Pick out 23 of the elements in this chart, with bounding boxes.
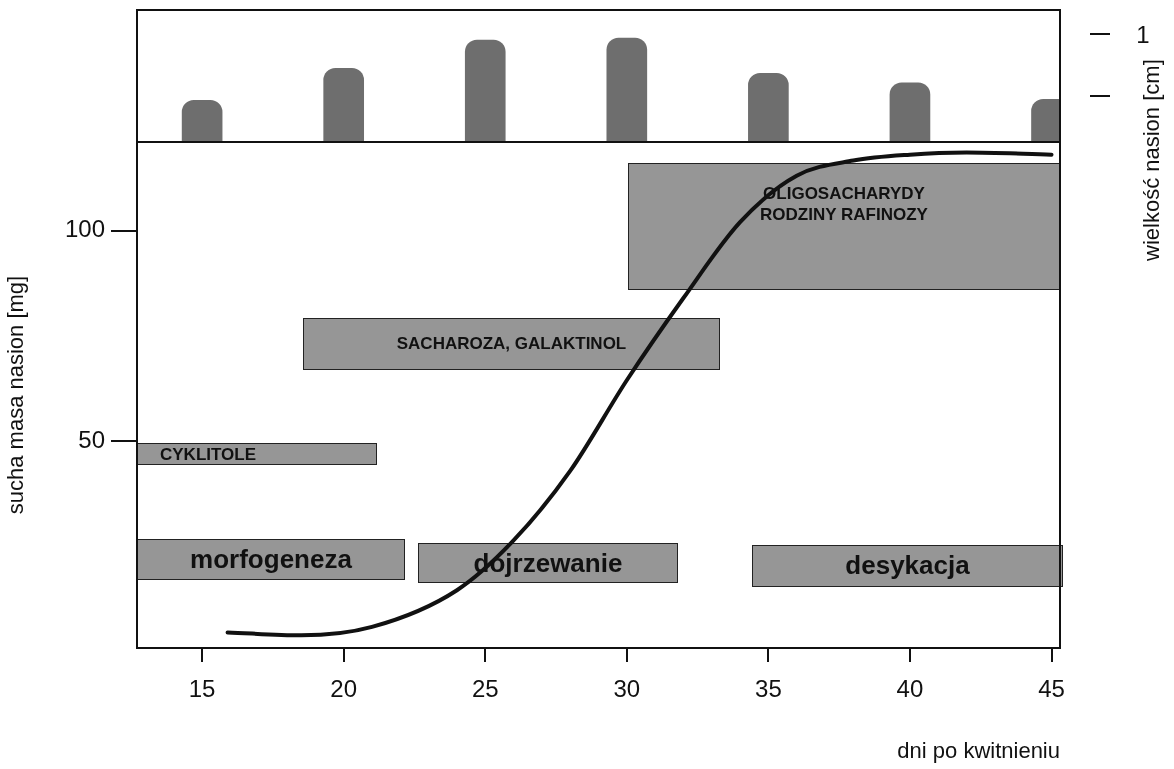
y-tick-label: 50 [78, 426, 105, 454]
x-axis-title: dni po kwitnieniu [897, 737, 1060, 763]
y-tick-label: 100 [64, 215, 105, 243]
annotation: CYKLITOLE [160, 444, 258, 466]
x-tick-label: 20 [330, 675, 358, 703]
annotation: SACHAROZA, GALAKTINOL [395, 333, 628, 355]
bar [606, 37, 648, 142]
annotation: morfogeneza [189, 543, 353, 576]
bar [181, 100, 223, 142]
x-tick-label: 15 [188, 675, 216, 703]
bar [464, 39, 506, 142]
x-tick-label: 35 [755, 675, 782, 703]
text: 1 [1135, 20, 1151, 50]
annotation: desykacja [844, 549, 971, 582]
x-tick-label: 30 [613, 675, 641, 703]
x-tick-label: 25 [471, 675, 499, 703]
x-tick-label: 40 [896, 675, 924, 703]
bar [889, 82, 931, 142]
x-tick-label: 45 [1038, 675, 1065, 703]
bar [748, 73, 789, 142]
y-axis-title: sucha masa nasion [mg] [3, 275, 29, 515]
text: wielkość nasion [cm] [1139, 59, 1164, 261]
bar [323, 67, 365, 142]
